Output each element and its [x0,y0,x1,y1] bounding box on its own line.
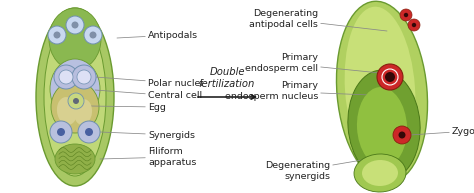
Ellipse shape [44,18,106,176]
Text: Degenerating
synergids: Degenerating synergids [265,158,374,181]
Text: Zygote: Zygote [410,126,474,135]
Text: Filiform
apparatus: Filiform apparatus [100,147,196,167]
Circle shape [85,128,93,136]
Ellipse shape [354,154,406,192]
Circle shape [68,93,84,109]
Circle shape [48,26,66,44]
Circle shape [77,70,91,84]
Text: Polar nuclei: Polar nuclei [95,77,203,87]
Circle shape [50,121,72,143]
Circle shape [393,126,411,144]
Ellipse shape [337,1,428,183]
Circle shape [72,21,79,29]
Circle shape [90,31,97,38]
Circle shape [59,70,73,84]
Ellipse shape [57,97,77,125]
Circle shape [377,64,403,90]
Ellipse shape [55,144,95,174]
Text: Degenerating
antipodal cells: Degenerating antipodal cells [249,9,387,31]
Ellipse shape [51,81,99,133]
Circle shape [57,128,65,136]
Circle shape [399,131,405,139]
Text: Synergids: Synergids [100,130,195,140]
Text: Primary
endosperm nucleus: Primary endosperm nucleus [225,81,370,101]
Circle shape [412,23,416,27]
Ellipse shape [74,99,92,125]
Circle shape [73,98,79,104]
Circle shape [400,9,412,21]
Ellipse shape [348,70,420,180]
Ellipse shape [49,8,101,70]
Circle shape [385,72,395,82]
Ellipse shape [36,8,114,186]
Circle shape [72,65,96,89]
Circle shape [54,31,61,38]
Text: Egg: Egg [90,102,166,112]
Ellipse shape [50,59,100,119]
Circle shape [54,65,78,89]
Text: Primary
endosperm cell: Primary endosperm cell [245,53,380,73]
Text: Antipodals: Antipodals [117,30,198,40]
Text: Central cell: Central cell [95,90,202,101]
Ellipse shape [345,7,415,171]
Text: Double
fertilization: Double fertilization [199,67,255,89]
Circle shape [404,13,408,17]
Circle shape [84,26,102,44]
Ellipse shape [362,160,398,186]
Circle shape [408,19,420,31]
Ellipse shape [357,87,407,167]
Circle shape [66,16,84,34]
Circle shape [78,121,100,143]
